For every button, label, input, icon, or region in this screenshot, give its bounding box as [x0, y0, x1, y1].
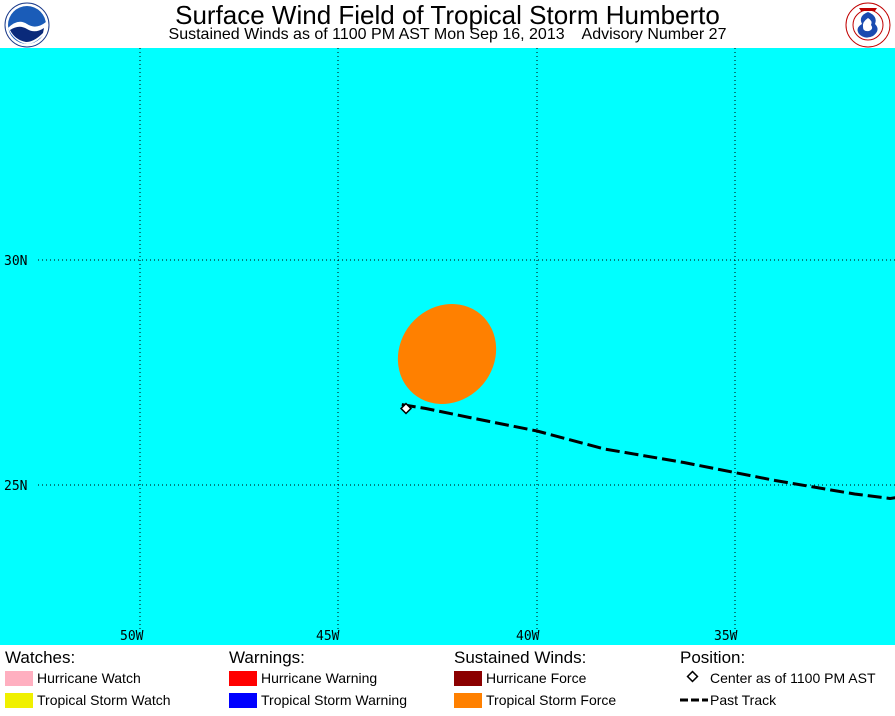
legend-label: Past Track	[710, 692, 777, 708]
legend-label: Tropical Storm Warning	[261, 692, 408, 708]
legend-label: Hurricane Warning	[261, 670, 378, 686]
legend-label: Hurricane Force	[486, 670, 587, 686]
swatch-hurricane-warning	[229, 671, 257, 686]
legend-warnings: Warnings: Hurricane Warning Tropical Sto…	[229, 648, 407, 712]
swatch-hurricane-watch	[5, 671, 33, 686]
legend-label: Tropical Storm Force	[486, 692, 617, 708]
longitude-label-50w: 50W	[120, 629, 144, 644]
swatch-tropical-storm-watch	[5, 693, 33, 708]
legend-heading-warnings: Warnings:	[229, 648, 305, 667]
legend-label: Center as of 1100 PM AST	[710, 670, 876, 686]
past-track-line	[397, 402, 895, 501]
swatch-hurricane-force	[454, 671, 482, 686]
legend-item-tropical-storm-warning: Tropical Storm Warning	[229, 690, 407, 712]
legend-label: Hurricane Watch	[37, 670, 141, 686]
legend-item-hurricane-force: Hurricane Force	[454, 668, 586, 690]
tropical-storm-force-wind-field	[397, 304, 497, 404]
longitude-label-35w: 35W	[714, 629, 738, 644]
legend-sustained-winds: Sustained Winds: Hurricane Force Tropica…	[454, 648, 616, 712]
latitude-label-25n: 25N	[4, 479, 27, 494]
diamond-icon	[686, 670, 699, 683]
map-title: Surface Wind Field of Tropical Storm Hum…	[175, 0, 720, 30]
storm-center-marker	[399, 402, 413, 415]
latitude-gridlines	[38, 259, 895, 486]
map-subtitle: Sustained Winds as of 1100 PM AST Mon Se…	[168, 26, 727, 43]
legend-position: Position: Center as of 1100 PM AST Past …	[680, 648, 876, 712]
header: Surface Wind Field of Tropical Storm Hum…	[0, 0, 895, 48]
legend: Watches: Hurricane Watch Tropical Storm …	[0, 645, 895, 716]
legend-heading-watches: Watches:	[5, 648, 76, 667]
legend-item-tropical-storm-watch: Tropical Storm Watch	[5, 690, 171, 712]
dashed-line-icon	[680, 698, 708, 702]
latitude-label-30n: 30N	[4, 254, 27, 269]
longitude-label-45w: 45W	[316, 629, 340, 644]
legend-heading-position: Position:	[680, 648, 746, 667]
legend-item-past-track: Past Track	[680, 690, 776, 712]
legend-heading-winds: Sustained Winds:	[454, 648, 587, 667]
nws-logo	[845, 2, 891, 48]
legend-item-hurricane-warning: Hurricane Warning	[229, 668, 377, 690]
legend-label: Tropical Storm Watch	[37, 692, 171, 708]
legend-watches: Watches: Hurricane Watch Tropical Storm …	[5, 648, 171, 712]
legend-item-center: Center as of 1100 PM AST	[680, 668, 876, 690]
wind-field-map: 50W 45W 40W 35W 30N 25N	[0, 48, 895, 645]
swatch-tropical-storm-warning	[229, 693, 257, 708]
noaa-logo	[4, 2, 50, 48]
longitude-gridlines	[139, 48, 736, 633]
legend-item-hurricane-watch: Hurricane Watch	[5, 668, 141, 690]
legend-item-tropical-storm-force: Tropical Storm Force	[454, 690, 616, 712]
swatch-tropical-storm-force	[454, 693, 482, 708]
longitude-label-40w: 40W	[516, 629, 540, 644]
